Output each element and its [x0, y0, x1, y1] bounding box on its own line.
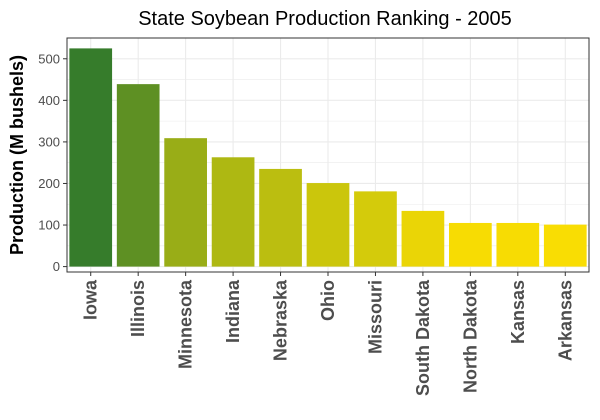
- bars: [69, 48, 587, 267]
- x-tick-label: Illinois: [128, 280, 148, 337]
- bar-illinois: [116, 84, 160, 267]
- x-tick-label: Missouri: [365, 280, 385, 354]
- bar-arkansas: [543, 224, 587, 267]
- x-tick-label: Iowa: [81, 279, 101, 320]
- x-tick-label: North Dakota: [460, 279, 480, 393]
- y-tick-label: 300: [38, 134, 60, 149]
- y-axis-label: Production (M bushels): [7, 55, 27, 255]
- bar-nebraska: [259, 168, 302, 267]
- bar-iowa: [69, 48, 113, 267]
- chart-title: State Soybean Production Ranking - 2005: [138, 8, 512, 30]
- y-tick-label: 200: [38, 176, 60, 191]
- x-tick-label: Indiana: [223, 279, 243, 343]
- bar-indiana: [211, 157, 255, 267]
- bar-minnesota: [164, 138, 207, 267]
- x-tick-label: Nebraska: [271, 279, 291, 361]
- x-tick-label: South Dakota: [413, 279, 433, 396]
- bar-kansas: [496, 222, 540, 267]
- bar-south-dakota: [401, 210, 445, 267]
- x-tick-label: Ohio: [318, 280, 338, 321]
- x-axis: Iowa Illinois Minnesota Indiana Nebraska Ohio…: [81, 272, 575, 396]
- y-axis: 0 100 200 300 400 500: [38, 51, 67, 274]
- bar-north-dakota: [449, 222, 492, 267]
- y-tick-label: 400: [38, 93, 60, 108]
- y-tick-label: 500: [38, 51, 60, 66]
- x-tick-label: Kansas: [508, 280, 528, 344]
- bar-ohio: [306, 183, 350, 267]
- x-tick-label: Minnesota: [176, 279, 196, 369]
- y-tick-label: 100: [38, 218, 60, 233]
- x-tick-label: Arkansas: [555, 280, 575, 361]
- y-tick-label: 0: [53, 259, 60, 274]
- bar-missouri: [354, 191, 397, 267]
